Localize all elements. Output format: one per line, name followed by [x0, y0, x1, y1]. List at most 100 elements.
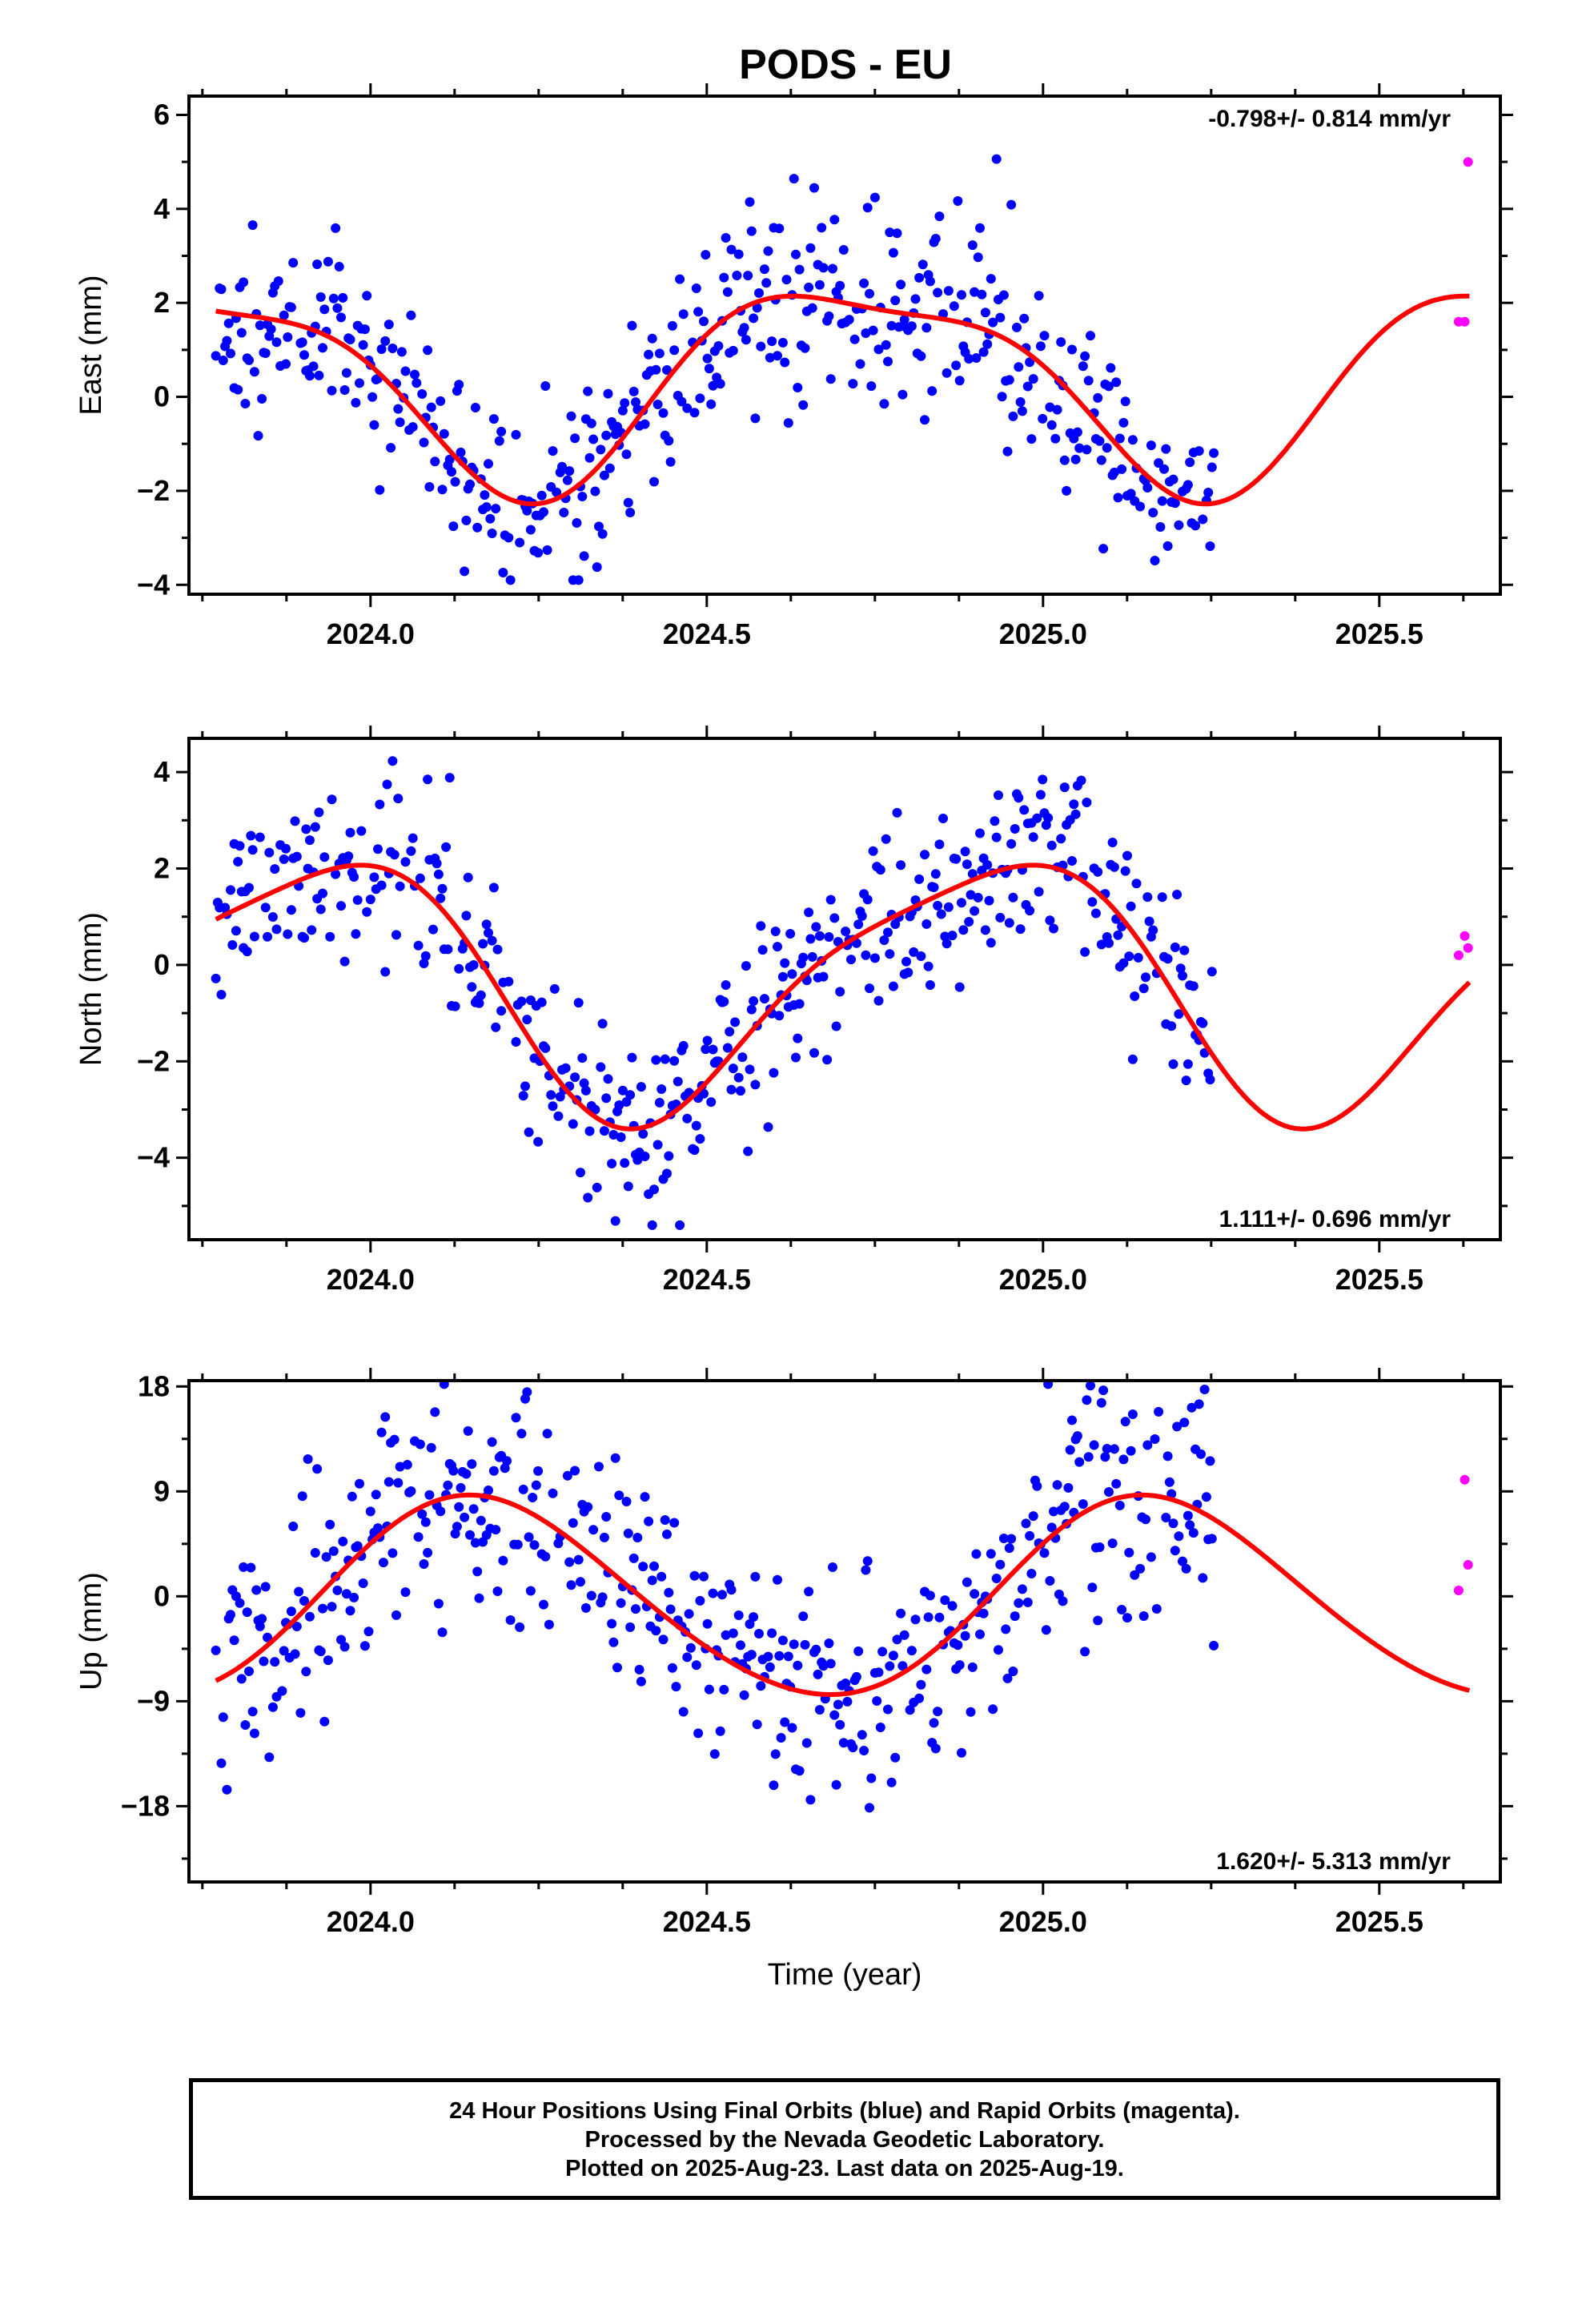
data-point	[1049, 1506, 1058, 1517]
data-point	[1154, 458, 1164, 468]
data-point	[417, 1509, 428, 1519]
data-point	[916, 951, 926, 961]
data-point	[631, 1604, 640, 1614]
data-point	[1114, 1500, 1125, 1510]
data-point	[794, 264, 805, 275]
data-point	[621, 1497, 632, 1506]
data-point	[689, 408, 700, 418]
data-point	[1109, 467, 1119, 477]
data-point	[916, 351, 926, 361]
data-point	[664, 1151, 674, 1161]
x-tick-label: 2024.5	[663, 1905, 751, 1938]
data-point	[387, 756, 398, 766]
data-point	[378, 1558, 388, 1568]
data-point	[444, 773, 455, 783]
data-point	[890, 919, 901, 929]
data-point	[319, 1716, 330, 1727]
data-point	[647, 1220, 657, 1230]
data-point	[323, 256, 333, 267]
data-point	[818, 1661, 829, 1671]
data-point	[809, 1047, 819, 1058]
data-point	[597, 529, 608, 539]
data-point	[498, 1555, 508, 1566]
data-point	[1076, 775, 1086, 786]
data-point	[363, 1626, 374, 1637]
data-point	[233, 857, 243, 866]
data-point	[515, 537, 525, 548]
data-point	[715, 379, 725, 389]
data-point	[757, 945, 768, 955]
data-point	[461, 1469, 472, 1479]
data-point	[216, 990, 227, 999]
data-point	[1059, 455, 1070, 465]
data-point	[420, 951, 431, 961]
data-point	[433, 869, 444, 879]
data-point	[1124, 1547, 1134, 1558]
data-point	[962, 1577, 972, 1587]
data-point	[576, 1577, 585, 1587]
data-point	[813, 1669, 823, 1679]
data-point	[699, 1571, 709, 1582]
data-point	[588, 434, 599, 444]
data-point	[726, 1084, 737, 1095]
data-point	[780, 357, 790, 368]
data-point	[328, 293, 339, 304]
data-point	[253, 431, 263, 441]
data-point	[336, 901, 346, 911]
data-point	[777, 1635, 788, 1646]
data-point	[1025, 357, 1035, 368]
data-point	[1094, 1542, 1105, 1552]
data-point	[367, 392, 378, 402]
plot-frame	[187, 737, 1502, 1241]
data-point	[325, 931, 335, 942]
data-point	[573, 575, 584, 585]
data-point	[914, 874, 925, 884]
data-point	[1012, 322, 1022, 332]
data-point	[752, 1719, 762, 1730]
data-point	[1046, 840, 1057, 850]
data-point	[691, 283, 701, 293]
data-point	[1174, 1009, 1184, 1019]
data-point	[568, 1518, 578, 1528]
data-point	[689, 1145, 700, 1156]
panel-1: 2024.0 2024.5 2025.0 2025.5 −4 −2 0 2 4 6 East (mm…	[74, 83, 1513, 650]
data-point	[239, 277, 249, 287]
data-point	[505, 1615, 516, 1625]
data-point	[825, 374, 836, 384]
data-point	[408, 833, 418, 843]
data-point	[853, 1646, 864, 1656]
data-point	[1074, 1457, 1085, 1467]
data-point	[542, 545, 552, 555]
data-point	[1148, 508, 1158, 518]
data-point	[914, 1693, 925, 1703]
data-point	[1142, 892, 1153, 903]
data-point	[749, 996, 759, 1006]
data-point	[286, 905, 296, 915]
data-point	[511, 1037, 521, 1047]
data-point	[603, 388, 613, 399]
data-point	[1006, 199, 1017, 210]
data-point	[892, 228, 902, 239]
data-point	[339, 1642, 350, 1652]
data-point	[249, 1728, 259, 1739]
chart-title: PODS - EU	[739, 42, 952, 88]
data-point	[467, 982, 477, 992]
velocity-annotation: -0.798+/- 0.814 mm/yr	[1208, 106, 1451, 132]
data-point	[540, 1551, 551, 1562]
data-point	[704, 364, 714, 374]
y-tick-label: 2	[154, 852, 170, 885]
data-point	[664, 436, 674, 446]
data-point	[246, 1562, 256, 1573]
data-point	[920, 415, 930, 425]
data-point	[789, 1639, 799, 1650]
data-point	[997, 392, 1007, 402]
data-point	[781, 275, 792, 285]
data-point	[881, 340, 891, 350]
data-point	[281, 843, 291, 854]
data-point	[1015, 397, 1026, 407]
data-point	[938, 814, 948, 823]
data-point	[1093, 866, 1103, 877]
data-point	[488, 414, 499, 424]
data-point	[733, 1072, 744, 1083]
data-point	[831, 1779, 841, 1790]
